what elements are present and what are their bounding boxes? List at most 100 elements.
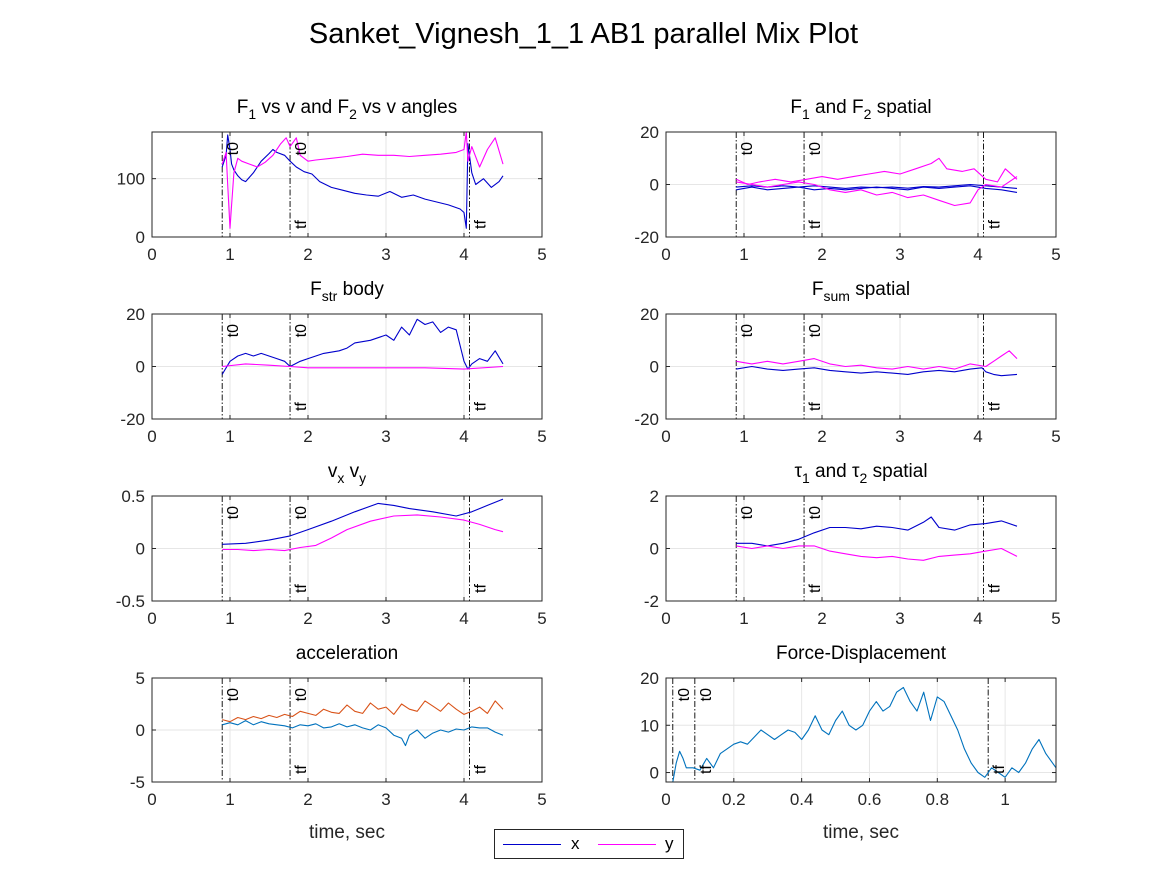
y-tick-label: -2 xyxy=(644,592,659,611)
x-tick-label: 4 xyxy=(459,245,468,264)
x-tick-label: 3 xyxy=(895,245,904,264)
x-tick-label: 4 xyxy=(973,245,982,264)
legend-label-x: x xyxy=(571,834,580,853)
x-tick-label: 1 xyxy=(739,245,748,264)
series-x xyxy=(736,365,1018,377)
event-label-t0: t0 xyxy=(676,688,693,701)
series-y xyxy=(221,132,504,229)
x-tick-label: 2 xyxy=(817,609,826,628)
x-tick-label: 1 xyxy=(1000,790,1009,809)
x-tick-label: 0.8 xyxy=(925,790,949,809)
x-tick-label: 2 xyxy=(303,790,312,809)
y-tick-label: 0 xyxy=(136,358,145,377)
plot-area xyxy=(152,132,542,237)
series-group xyxy=(221,678,504,782)
chart-title: F1 vs v and F2 vs v angles xyxy=(237,97,457,122)
event-label-tf: tf xyxy=(986,220,1003,229)
x-tick-label: 4 xyxy=(459,427,468,446)
y-tick-label: 0 xyxy=(136,721,145,740)
series-x xyxy=(736,183,1018,189)
event-label-t0: t0 xyxy=(293,506,310,519)
event-label-tf: tf xyxy=(472,220,489,229)
x-tick-label: 1 xyxy=(739,609,748,628)
series-ay xyxy=(222,700,504,723)
series-group xyxy=(735,132,1018,237)
x-tick-label: 0 xyxy=(661,609,670,628)
y-tick-label: 20 xyxy=(640,305,659,324)
event-label-t0: t0 xyxy=(225,324,242,337)
x-tick-label: 0 xyxy=(147,427,156,446)
event-label-t0: t0 xyxy=(739,506,756,519)
x-tick-label: 0.4 xyxy=(790,790,814,809)
event-label-tf: tf xyxy=(698,765,715,774)
series-x xyxy=(736,516,1018,547)
x-tick-label: 5 xyxy=(1051,245,1060,264)
x-tick-label: 0 xyxy=(147,245,156,264)
y-tick-label: 20 xyxy=(640,123,659,142)
series-x2 xyxy=(736,185,1018,193)
x-tick-label: 5 xyxy=(1051,427,1060,446)
x-tick-label: 0 xyxy=(147,790,156,809)
y-tick-label: 0.5 xyxy=(121,487,145,506)
y-tick-label: 0 xyxy=(650,176,659,195)
x-axis-label: time, sec xyxy=(309,822,385,843)
axes-box xyxy=(151,131,543,238)
x-tick-label: 1 xyxy=(739,427,748,446)
chart-angles: t0 t0 tf tf 0 1 2 3 4 5 0 100 F1 vs v and F2 vs v an… xyxy=(117,97,547,264)
event-label-t0: t0 xyxy=(225,142,242,155)
event-label-tf: tf xyxy=(986,584,1003,593)
chart-title: τ1 and τ2 spatial xyxy=(794,461,927,486)
series-group xyxy=(735,314,1018,419)
event-label-tf: tf xyxy=(472,765,489,774)
event-label-tf: tf xyxy=(293,765,310,774)
event-label-tf: tf xyxy=(807,584,824,593)
series-y xyxy=(735,157,1018,186)
series-group xyxy=(672,678,1056,782)
x-tick-label: 4 xyxy=(973,427,982,446)
event-label-t0: t0 xyxy=(225,688,242,701)
event-label-tf: tf xyxy=(986,402,1003,411)
x-tick-label: 5 xyxy=(537,609,546,628)
series-y xyxy=(736,545,1018,561)
x-tick-label: 0.6 xyxy=(858,790,882,809)
y-tick-label: 20 xyxy=(126,305,145,324)
x-tick-label: 3 xyxy=(381,427,390,446)
series-group xyxy=(221,496,504,601)
x-tick-label: 3 xyxy=(895,609,904,628)
series-ax xyxy=(222,720,504,747)
event-label-tf: tf xyxy=(293,584,310,593)
figure-title: Sanket_Vignesh_1_1 AB1 parallel Mix Plot xyxy=(308,18,859,50)
series-y xyxy=(222,363,504,370)
x-tick-label: 0.2 xyxy=(722,790,746,809)
x-tick-label: 3 xyxy=(381,790,390,809)
y-tick-label: 0 xyxy=(650,540,659,559)
x-tick-label: 0 xyxy=(661,790,670,809)
event-label-tf: tf xyxy=(807,402,824,411)
x-tick-label: 2 xyxy=(817,245,826,264)
x-tick-label: 1 xyxy=(225,245,234,264)
x-tick-label: 3 xyxy=(381,609,390,628)
legend-swatch-x xyxy=(503,844,561,845)
series-y xyxy=(736,350,1018,370)
event-label-t0: t0 xyxy=(807,324,824,337)
y-tick-label: 10 xyxy=(640,716,659,735)
y-tick-label: 5 xyxy=(136,669,145,688)
y-tick-label: -20 xyxy=(634,410,659,429)
axes-box xyxy=(665,677,1057,783)
x-tick-label: 2 xyxy=(303,609,312,628)
plot-area xyxy=(666,678,1056,782)
chart-title: acceleration xyxy=(296,643,398,664)
x-tick-label: 1 xyxy=(225,790,234,809)
event-label-t0: t0 xyxy=(293,324,310,337)
event-label-t0: t0 xyxy=(225,506,242,519)
event-label-t0: t0 xyxy=(807,506,824,519)
x-tick-label: 1 xyxy=(225,609,234,628)
